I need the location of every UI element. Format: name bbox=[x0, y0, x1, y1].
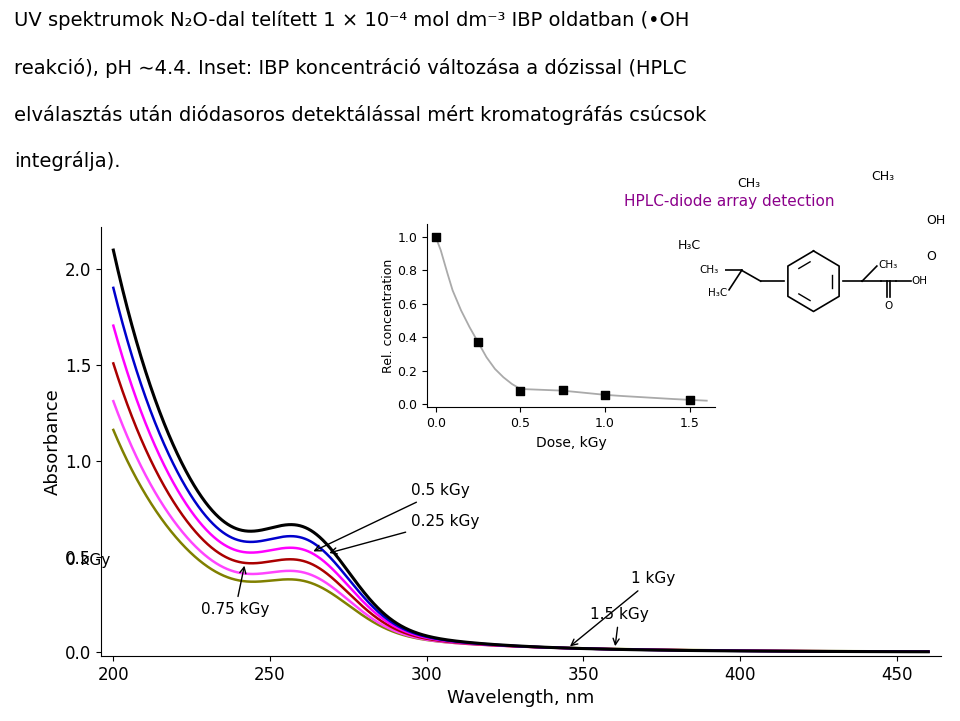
Text: OH: OH bbox=[912, 276, 927, 286]
X-axis label: Dose, kGy: Dose, kGy bbox=[536, 435, 607, 450]
Text: integrálja).: integrálja). bbox=[14, 151, 121, 172]
Text: CH₃: CH₃ bbox=[699, 265, 718, 275]
Text: H₃C: H₃C bbox=[708, 288, 727, 298]
Point bbox=[428, 231, 444, 243]
Text: 0.75 kGy: 0.75 kGy bbox=[201, 567, 270, 617]
Text: UV spektrumok N₂O-dal telített 1 × 10⁻⁴ mol dm⁻³ IBP oldatban (•OH: UV spektrumok N₂O-dal telített 1 × 10⁻⁴ … bbox=[14, 11, 690, 30]
X-axis label: Wavelength, nm: Wavelength, nm bbox=[447, 689, 594, 707]
Point bbox=[470, 337, 486, 348]
Text: 0 kGy: 0 kGy bbox=[66, 553, 110, 568]
Text: HPLC-diode array detection: HPLC-diode array detection bbox=[624, 194, 835, 209]
Text: CH₃: CH₃ bbox=[737, 177, 760, 190]
Text: 0.5 kGy: 0.5 kGy bbox=[315, 483, 469, 551]
Text: H₃C: H₃C bbox=[678, 239, 701, 252]
Text: 1 kGy: 1 kGy bbox=[571, 571, 675, 645]
Text: reakció), pH ∼4.4. Inset: IBP koncentráció változása a dózissal (HPLC: reakció), pH ∼4.4. Inset: IBP koncentrác… bbox=[14, 58, 687, 78]
Text: 0.25 kGy: 0.25 kGy bbox=[330, 514, 479, 554]
Point bbox=[597, 389, 612, 401]
Text: elválasztás után diódasoros detektálással mért kromatográfás csúcsok: elválasztás után diódasoros detektálássa… bbox=[14, 105, 707, 125]
Text: CH₃: CH₃ bbox=[872, 170, 895, 183]
Y-axis label: Absorbance: Absorbance bbox=[44, 388, 62, 495]
Text: 1.5 kGy: 1.5 kGy bbox=[589, 607, 649, 645]
Point bbox=[513, 385, 528, 397]
Text: O: O bbox=[926, 249, 936, 262]
Text: OH: OH bbox=[926, 213, 946, 226]
Text: CH₃: CH₃ bbox=[877, 260, 898, 270]
Point bbox=[683, 394, 698, 406]
Point bbox=[555, 384, 570, 396]
Y-axis label: Rel. concentration: Rel. concentration bbox=[382, 258, 395, 373]
Text: O: O bbox=[884, 301, 893, 311]
